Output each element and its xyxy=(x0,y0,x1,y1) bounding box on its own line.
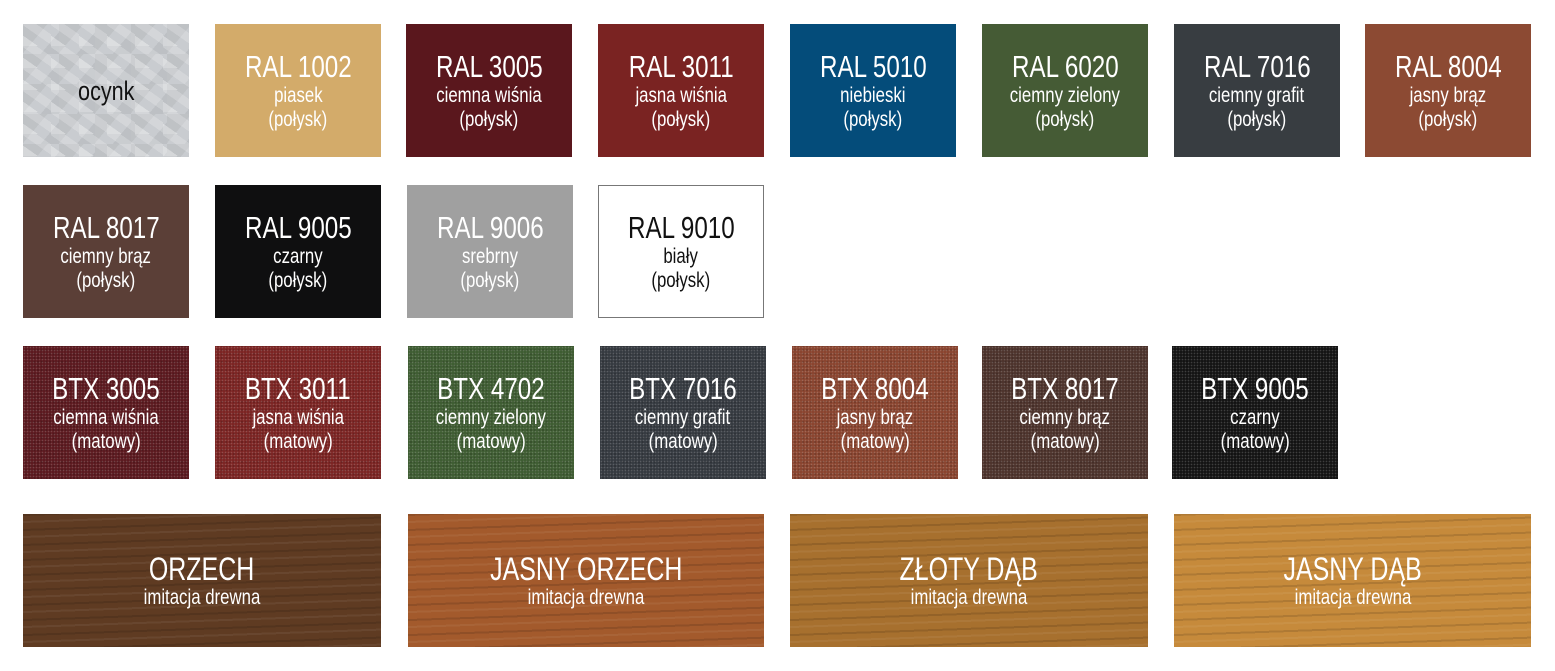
swatch-title: RAL 8017 xyxy=(52,209,160,245)
swatch-sub: ciemny zielony xyxy=(1009,83,1121,107)
swatch-sub: jasny brąz xyxy=(1409,83,1487,107)
swatch-title: BTX 7016 xyxy=(629,370,737,406)
swatch-title: BTX 3011 xyxy=(245,370,351,406)
swatch-btx-8017: BTX 8017 ciemny brąz (matowy) xyxy=(982,346,1148,479)
swatch-note: (matowy) xyxy=(263,429,333,453)
swatch-note: (matowy) xyxy=(648,429,718,453)
swatch-note: (połysk) xyxy=(459,107,519,131)
swatch-title: JASNY DĄB xyxy=(1283,550,1422,587)
swatch-sub: ciemny grafit xyxy=(635,405,731,429)
swatch-ral-9005: RAL 9005 czarny (połysk) xyxy=(215,185,381,318)
swatch-ral-8004: RAL 8004 jasny brąz (połysk) xyxy=(1365,24,1531,157)
swatch-sub: ciemny brąz xyxy=(60,244,152,268)
swatch-note: (połysk) xyxy=(651,107,711,131)
swatch-jasny-orzech: JASNY ORZECH imitacja drewna xyxy=(408,514,764,647)
swatch-ral-3005: RAL 3005 ciemna wiśnia (połysk) xyxy=(406,24,572,157)
swatch-ocynk: ocynk xyxy=(23,24,189,157)
swatch-title: RAL 3011 xyxy=(628,48,734,84)
swatch-ral-9010: RAL 9010 biały (połysk) xyxy=(598,185,764,318)
swatch-note: (połysk) xyxy=(1418,107,1478,131)
swatch-sub: jasny brąz xyxy=(836,405,914,429)
swatch-sub: imitacja drewna xyxy=(143,585,261,609)
swatch-title: BTX 3005 xyxy=(52,370,160,406)
swatch-ral-8017: RAL 8017 ciemny brąz (połysk) xyxy=(23,185,189,318)
swatch-sub: czarny xyxy=(273,244,323,268)
swatch-ral-1002: RAL 1002 piasek (połysk) xyxy=(215,24,381,157)
swatch-note: (matowy) xyxy=(1030,429,1100,453)
swatch-btx-9005: BTX 9005 czarny (matowy) xyxy=(1172,346,1338,479)
swatch-sub: jasna wiśnia xyxy=(635,83,727,107)
swatch-title: RAL 3005 xyxy=(435,48,543,84)
swatch-btx-3011: BTX 3011 jasna wiśnia (matowy) xyxy=(215,346,381,479)
swatch-ral-6020: RAL 6020 ciemny zielony (połysk) xyxy=(982,24,1148,157)
swatch-note: (połysk) xyxy=(460,268,520,292)
swatch-sub: ciemny zielony xyxy=(435,405,547,429)
swatch-note: (połysk) xyxy=(268,107,328,131)
swatch-note: (matowy) xyxy=(456,429,526,453)
swatch-sub: ocynk xyxy=(77,75,135,106)
swatch-title: BTX 9005 xyxy=(1201,370,1309,406)
swatch-btx-3005: BTX 3005 ciemna wiśnia (matowy) xyxy=(23,346,189,479)
swatch-title: RAL 6020 xyxy=(1011,48,1119,84)
swatch-note: (matowy) xyxy=(840,429,910,453)
swatch-sub: imitacja drewna xyxy=(910,585,1028,609)
swatch-ral-7016: RAL 7016 ciemny grafit (połysk) xyxy=(1174,24,1340,157)
swatch-title: RAL 1002 xyxy=(244,48,352,84)
swatch-sub: jasna wiśnia xyxy=(252,405,344,429)
swatch-ral-5010: RAL 5010 niebieski (połysk) xyxy=(790,24,956,157)
swatch-note: (połysk) xyxy=(843,107,903,131)
swatch-jasny-dąb: JASNY DĄB imitacja drewna xyxy=(1174,514,1531,647)
swatch-title: BTX 8004 xyxy=(821,370,929,406)
swatch-note: (połysk) xyxy=(76,268,136,292)
swatch-title: BTX 8017 xyxy=(1011,370,1119,406)
swatch-title: ORZECH xyxy=(149,550,255,587)
swatch-title: RAL 9010 xyxy=(627,209,735,245)
swatch-sub: srebrny xyxy=(461,244,519,268)
swatch-note: (połysk) xyxy=(268,268,328,292)
swatch-sub: czarny xyxy=(1230,405,1280,429)
swatch-sub: ciemna wiśnia xyxy=(436,83,542,107)
swatch-title: BTX 4702 xyxy=(437,370,545,406)
swatch-title: RAL 9006 xyxy=(436,209,544,245)
swatch-ral-9006: RAL 9006 srebrny (połysk) xyxy=(407,185,573,318)
swatch-title: RAL 5010 xyxy=(819,48,927,84)
swatch-sub: biały xyxy=(663,244,699,268)
swatch-title: RAL 7016 xyxy=(1203,48,1311,84)
swatch-sub: ciemny grafit xyxy=(1209,83,1305,107)
swatch-sub: ciemna wiśnia xyxy=(53,405,159,429)
swatch-btx-7016: BTX 7016 ciemny grafit (matowy) xyxy=(600,346,766,479)
swatch-note: (matowy) xyxy=(1220,429,1290,453)
swatch-sub: ciemny brąz xyxy=(1019,405,1111,429)
swatch-btx-4702: BTX 4702 ciemny zielony (matowy) xyxy=(408,346,574,479)
swatch-title: JASNY ORZECH xyxy=(489,550,683,587)
swatch-btx-8004: BTX 8004 jasny brąz (matowy) xyxy=(792,346,958,479)
swatch-sub: niebieski xyxy=(840,83,906,107)
swatch-note: (połysk) xyxy=(651,268,711,292)
swatch-title: ZŁOTY DĄB xyxy=(899,550,1039,587)
swatch-note: (połysk) xyxy=(1035,107,1095,131)
swatch-sub: imitacja drewna xyxy=(527,585,645,609)
swatch-sub: imitacja drewna xyxy=(1294,585,1411,609)
swatch-sub: piasek xyxy=(273,83,323,107)
swatch-note: (matowy) xyxy=(71,429,141,453)
swatch-title: RAL 8004 xyxy=(1394,48,1502,84)
swatch-orzech: ORZECH imitacja drewna xyxy=(23,514,381,647)
swatch-złoty-dąb: ZŁOTY DĄB imitacja drewna xyxy=(790,514,1148,647)
swatch-ral-3011: RAL 3011 jasna wiśnia (połysk) xyxy=(598,24,764,157)
swatch-title: RAL 9005 xyxy=(244,209,352,245)
swatch-note: (połysk) xyxy=(1227,107,1287,131)
